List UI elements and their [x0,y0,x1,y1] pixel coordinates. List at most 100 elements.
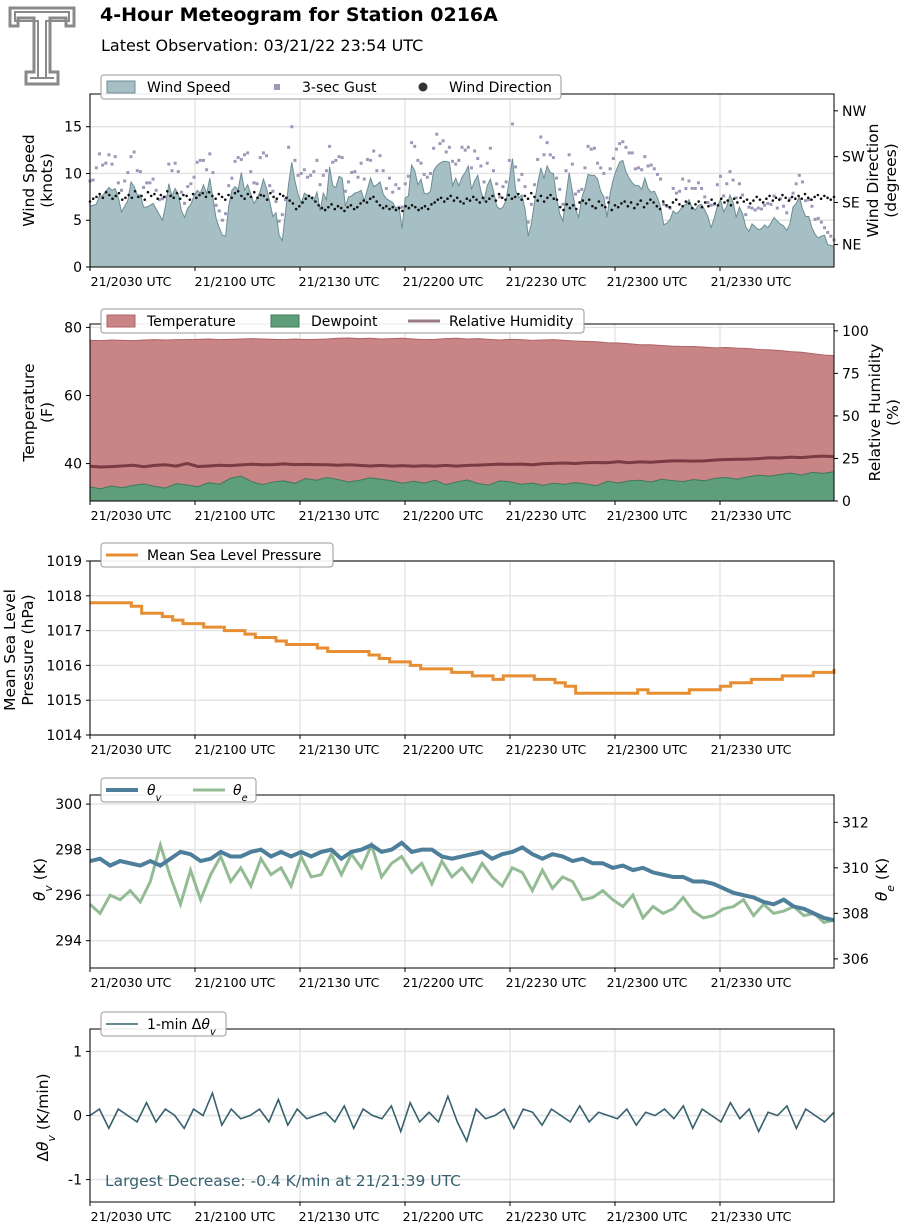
direction-point [555,198,559,201]
direction-point [394,208,398,212]
direction-point [468,199,472,202]
direction-point [777,198,781,201]
direction-point [133,189,137,193]
svg-text:Wind Direction: Wind Direction [864,124,882,238]
x-tick-label: 21/2230 UTC [506,1209,587,1224]
direction-point [823,194,826,198]
right-tick-label: NE [842,238,861,254]
direction-point [529,191,533,195]
direction-point [223,198,227,201]
gust-point [315,158,319,162]
direction-point [430,203,433,206]
gust-point [208,152,212,156]
gust-point [800,180,804,184]
svg-text:Wind Direction: Wind Direction [449,80,552,96]
direction-point [607,201,610,204]
direction-point [604,205,607,209]
direction-point [310,196,314,200]
direction-point [523,194,527,198]
gust-point [416,158,420,162]
direction-point [236,189,240,193]
direction-point [549,193,552,197]
direction-point [214,197,217,201]
x-tick-label: 21/2130 UTC [299,274,380,289]
gust-point [148,181,152,185]
x-tick-label: 21/2030 UTC [91,742,172,757]
gust-point [782,204,786,208]
direction-point [104,190,108,194]
gust-point [261,151,265,155]
gust-point [123,179,127,183]
x-tick-label: 21/2200 UTC [403,742,484,757]
svg-text:θe (K): θe (K) [873,858,897,901]
legend-box [100,1011,227,1037]
direction-point [452,199,456,202]
gust-point [242,153,246,157]
x-tick-label: 21/2300 UTC [607,274,688,289]
gust-point [211,171,215,175]
gust-point [826,230,830,234]
gust-point [271,189,275,193]
legend-swatch [106,314,136,328]
direction-point [620,202,623,205]
direction-point [417,208,420,212]
direction-point [794,197,797,201]
direction-point [497,192,501,196]
legend-swatch [418,82,428,92]
y-tick-label: 1015 [46,693,82,709]
direction-point [433,201,436,204]
direction-point [449,194,453,198]
gust-point [230,176,234,180]
gust-point [425,175,429,179]
gust-point [227,184,231,188]
direction-point [816,193,820,197]
x-tick-label: 21/2300 UTC [607,742,688,757]
gust-point [107,153,111,157]
gust-point [558,187,562,191]
y-tick-label: 1018 [46,589,82,605]
y-axis-label: Wind Speed (knots) [20,134,56,226]
gust-point [819,220,823,224]
gust-point [372,149,376,153]
largest-decrease-annotation: Largest Decrease: -0.4 K/min at 21/21:39… [105,1172,461,1190]
direction-point [378,203,382,207]
x-tick-label: 21/2200 UTC [403,508,484,523]
legend-box [100,777,257,803]
right-tick-label: SW [842,150,865,166]
gust-point [224,212,228,216]
gust-point [268,184,272,188]
gust-point [365,157,369,161]
gust-point [492,169,496,173]
direction-point [639,199,643,202]
gust-point [463,148,467,152]
direction-point [243,197,246,201]
direction-point [507,193,511,197]
gust-point [441,139,445,143]
gust-point [142,186,146,190]
direction-point [114,194,118,198]
gust-point [378,154,382,158]
direction-point [578,201,581,204]
gust-point [823,226,827,230]
gust-point [561,202,565,206]
direction-point [710,198,713,201]
gust-point [138,170,142,174]
direction-point [510,197,514,201]
gust-point [592,146,596,150]
right-tick-label: 50 [842,409,860,425]
right-tick-label: NW [842,104,866,120]
direction-point [600,203,604,207]
gust-point [611,157,615,161]
direction-point [278,192,282,196]
gust-point [778,197,782,201]
gust-point [807,198,811,202]
x-tick-label: 21/2130 UTC [299,508,380,523]
y-tick-label: 1 [73,1044,82,1060]
gust-point [715,183,719,187]
legend-swatch [106,80,136,94]
gust-point [400,205,404,209]
x-tick-label: 21/2230 UTC [506,274,587,289]
direction-point [707,204,710,208]
direction-point [120,198,124,201]
gust-point [514,165,518,169]
